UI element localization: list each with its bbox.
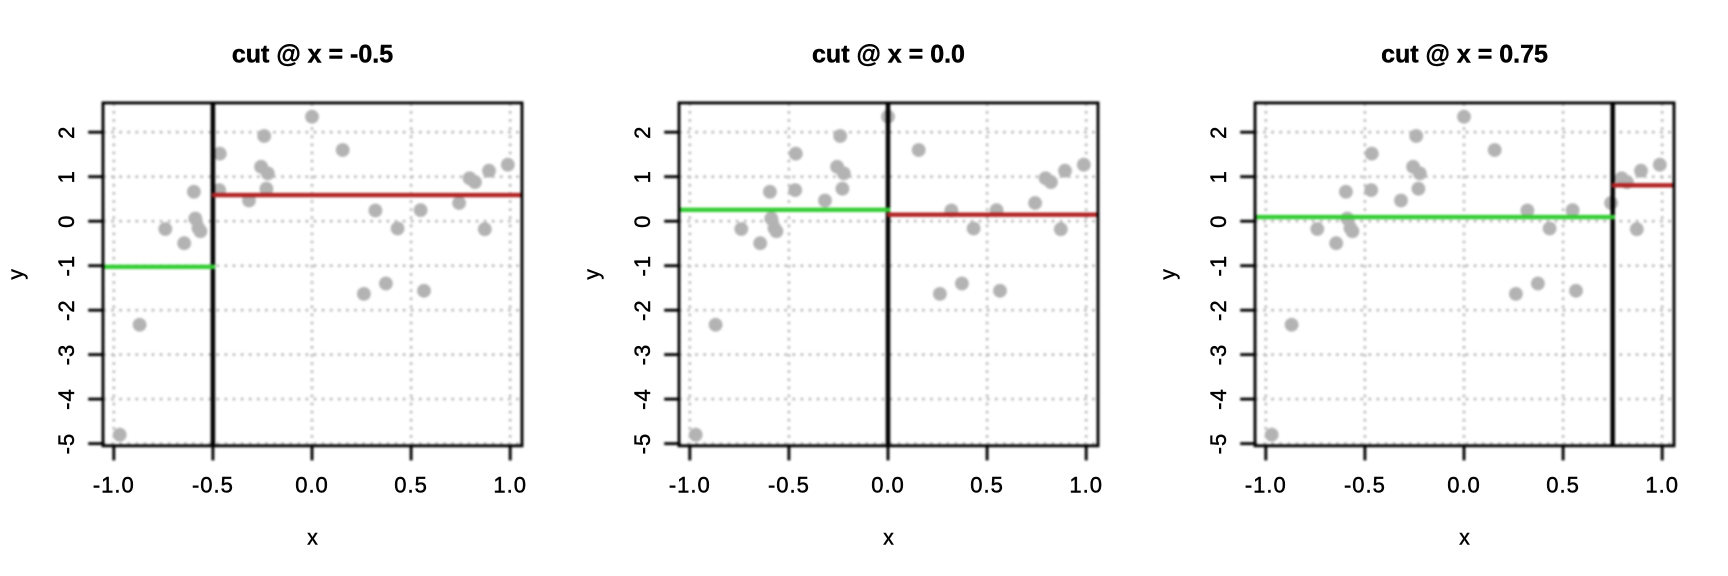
svg-text:-0.5: -0.5 — [768, 473, 810, 498]
svg-text:x: x — [1459, 527, 1470, 550]
svg-text:0: 0 — [54, 215, 79, 228]
svg-text:-4: -4 — [630, 388, 655, 410]
svg-text:1.0: 1.0 — [493, 473, 527, 498]
svg-text:-5: -5 — [1206, 433, 1231, 455]
svg-text:-1.0: -1.0 — [669, 473, 711, 498]
svg-text:2: 2 — [1206, 126, 1231, 139]
svg-text:2: 2 — [630, 126, 655, 139]
svg-text:-5: -5 — [630, 433, 655, 455]
svg-text:-2: -2 — [630, 299, 655, 321]
svg-text:0: 0 — [630, 215, 655, 228]
svg-text:0.5: 0.5 — [970, 473, 1004, 498]
svg-text:-0.5: -0.5 — [1344, 473, 1386, 498]
svg-text:-4: -4 — [1206, 388, 1231, 410]
svg-text:-1: -1 — [630, 255, 655, 277]
svg-text:0.5: 0.5 — [1546, 473, 1580, 498]
svg-text:-2: -2 — [54, 299, 79, 321]
svg-text:1: 1 — [54, 170, 79, 183]
svg-text:-3: -3 — [1206, 344, 1231, 366]
svg-text:0.0: 0.0 — [871, 473, 905, 498]
svg-text:1.0: 1.0 — [1069, 473, 1103, 498]
svg-text:1.0: 1.0 — [1645, 473, 1679, 498]
svg-text:y: y — [5, 269, 28, 280]
svg-text:cut @ x = 0.0: cut @ x = 0.0 — [812, 41, 965, 69]
svg-text:0.5: 0.5 — [394, 473, 428, 498]
svg-text:cut @ x = -0.5: cut @ x = -0.5 — [232, 41, 393, 69]
svg-text:-1: -1 — [54, 255, 79, 277]
svg-text:-1.0: -1.0 — [93, 473, 135, 498]
svg-text:0.0: 0.0 — [295, 473, 329, 498]
svg-text:x: x — [883, 527, 894, 550]
svg-text:x: x — [307, 527, 318, 550]
svg-text:1: 1 — [1206, 170, 1231, 183]
svg-text:-1: -1 — [1206, 255, 1231, 277]
svg-text:0.0: 0.0 — [1447, 473, 1481, 498]
svg-text:-0.5: -0.5 — [192, 473, 234, 498]
svg-text:-5: -5 — [54, 433, 79, 455]
svg-text:y: y — [581, 269, 604, 280]
svg-text:cut @ x = 0.75: cut @ x = 0.75 — [1381, 41, 1548, 69]
svg-text:y: y — [1157, 269, 1180, 280]
svg-text:-2: -2 — [1206, 299, 1231, 321]
svg-text:-3: -3 — [630, 344, 655, 366]
svg-text:-3: -3 — [54, 344, 79, 366]
svg-text:0: 0 — [1206, 215, 1231, 228]
svg-text:1: 1 — [630, 170, 655, 183]
svg-text:-1.0: -1.0 — [1245, 473, 1287, 498]
svg-text:2: 2 — [54, 126, 79, 139]
svg-text:-4: -4 — [54, 388, 79, 410]
